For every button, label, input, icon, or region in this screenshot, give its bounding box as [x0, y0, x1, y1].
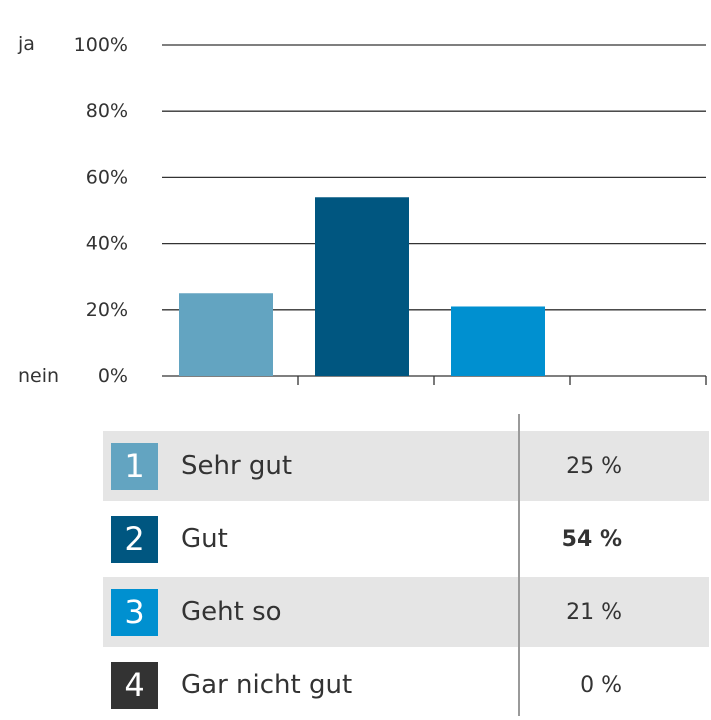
y-tick-label: 40% [86, 233, 128, 255]
legend-label-1: Sehr gut [181, 451, 293, 481]
bars [179, 197, 545, 376]
legend-label-4: Gar nicht gut [181, 670, 353, 700]
y-tick-label: 20% [86, 299, 128, 321]
y-top-label: ja [17, 33, 35, 55]
legend-swatch-4: 4 [111, 661, 158, 709]
legend-value-2: 54 % [561, 526, 622, 552]
legend-label-2: Gut [181, 524, 228, 554]
bar-2 [315, 197, 409, 376]
legend-row-1: 1 Sehr gut 25 % [103, 431, 709, 501]
legend-value-3: 21 % [566, 599, 622, 625]
y-tick-label: 60% [86, 166, 128, 188]
y-bottom-label: nein [18, 365, 59, 387]
bar-1 [179, 293, 273, 376]
legend-value-1: 25 % [566, 453, 622, 479]
legend-row-3: 3 Geht so 21 % [103, 577, 709, 647]
y-tick-label: 80% [86, 100, 128, 122]
legend-table: 1 Sehr gut 25 % 2 Gut 54 % 3 Geht so 21 … [103, 431, 709, 720]
y-tick-labels: 0% 20% 40% 60% 80% 100% [74, 34, 128, 387]
y-tick-label: 0% [98, 365, 128, 387]
legend-row-4: 4 Gar nicht gut 0 % [103, 650, 709, 720]
y-tick-label: 100% [74, 34, 128, 56]
legend-row-2: 2 Gut 54 % [103, 504, 709, 574]
x-axis [297, 376, 707, 385]
bar-chart: 0% 20% 40% 60% 80% 100% ja nein [17, 33, 707, 387]
legend-swatch-2: 2 [111, 515, 158, 563]
legend-swatch-1: 1 [111, 442, 158, 490]
legend-label-3: Geht so [181, 597, 282, 627]
bar-3 [451, 306, 545, 376]
legend-swatch-3: 3 [111, 588, 158, 636]
legend-value-4: 0 % [580, 672, 622, 698]
legend-divider [518, 414, 520, 716]
